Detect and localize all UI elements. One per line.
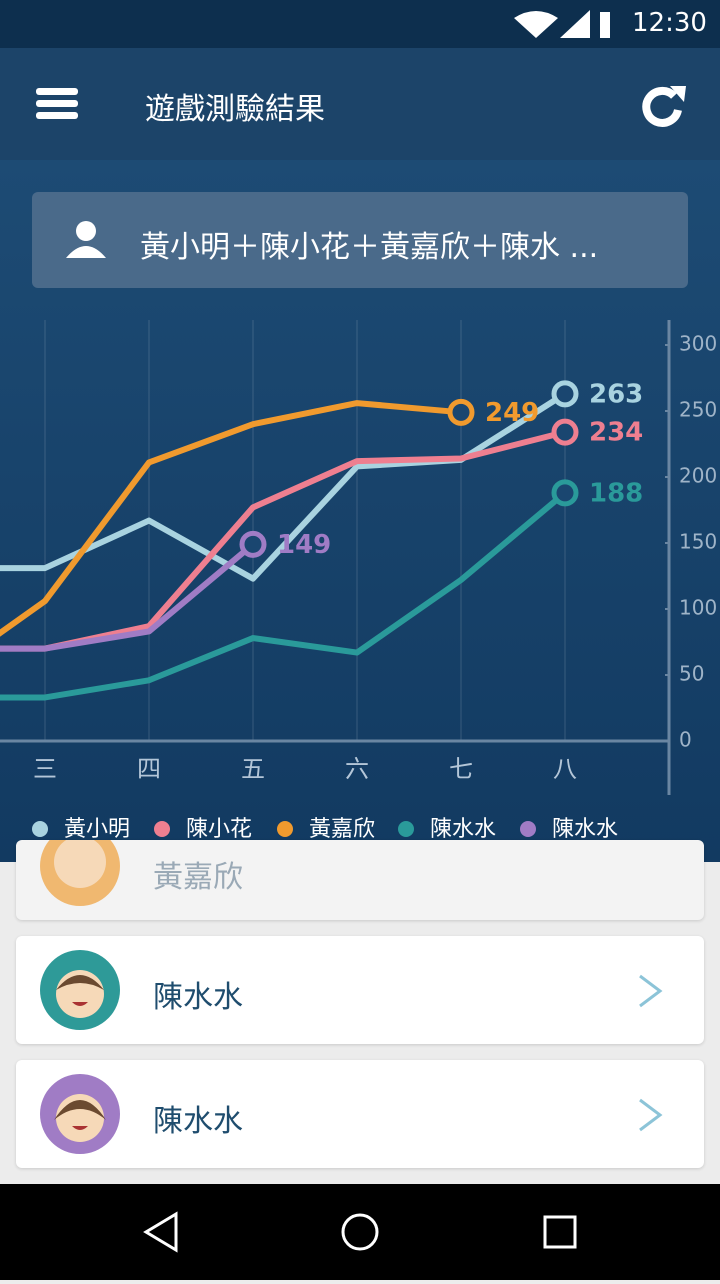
avatar <box>40 950 120 1030</box>
series-line <box>0 542 255 652</box>
player-selector[interactable]: 黃小明＋陳小花＋黃嘉欣＋陳水 ... <box>32 192 688 288</box>
avatar <box>40 840 120 906</box>
x-tick-label: 五 <box>241 755 265 783</box>
data-label: 249 <box>485 398 539 428</box>
legend-label: 陳水水 <box>552 817 618 842</box>
end-marker <box>239 530 267 558</box>
y-tick-label: 200 <box>679 464 717 488</box>
chart-panel: 黃小明＋陳小花＋黃嘉欣＋陳水 ... 三 四 五 六 七 八 0 50 100 150 200 250… <box>0 160 720 862</box>
data-label: 234 <box>589 418 643 448</box>
legend-dot <box>32 821 48 837</box>
end-marker <box>551 418 579 446</box>
clock: 12:30 <box>632 8 707 38</box>
data-label: 149 <box>277 530 331 560</box>
series-line <box>0 400 462 637</box>
end-marker <box>447 398 475 426</box>
status-icons <box>514 10 610 38</box>
menu-button[interactable] <box>36 86 78 122</box>
legend-label: 黃嘉欣 <box>309 817 375 842</box>
avatar <box>40 1074 120 1154</box>
y-tick-label: 100 <box>679 596 717 620</box>
list-item[interactable]: 陳水水 <box>16 1060 704 1168</box>
list-item[interactable]: 陳水水 <box>16 936 704 1044</box>
refresh-button[interactable] <box>640 82 688 128</box>
y-tick-label: 50 <box>679 662 704 686</box>
x-tick-label: 八 <box>553 755 577 783</box>
y-tick-label: 0 <box>679 728 692 752</box>
legend-label: 陳小花 <box>186 817 252 842</box>
end-marker <box>551 479 579 507</box>
data-label: 188 <box>589 478 643 508</box>
status-bar: 12:30 <box>0 0 720 48</box>
recents-button[interactable] <box>543 1215 577 1249</box>
home-button[interactable] <box>341 1213 379 1251</box>
chevron <box>639 1098 663 1132</box>
nav-bar <box>0 1184 720 1280</box>
chart: 三 四 五 六 七 八 0 50 100 150 200 250 300 263 234 249 188 149 黃… <box>0 320 717 842</box>
back-button[interactable] <box>143 1211 178 1253</box>
y-tick-label: 300 <box>679 332 717 356</box>
selector-text: 黃小明＋陳小花＋黃嘉欣＋陳水 ... <box>140 230 599 265</box>
nav-buttons <box>143 1211 577 1253</box>
y-tick-label: 150 <box>679 530 717 554</box>
x-tick-label: 六 <box>345 755 369 783</box>
end-marker <box>551 380 579 408</box>
player-name: 陳水水 <box>153 980 243 1015</box>
legend-dot <box>277 821 293 837</box>
x-tick-label: 四 <box>137 755 161 783</box>
app-bar: 遊戲測驗結果 <box>0 48 720 160</box>
series-line <box>0 490 567 701</box>
chevron <box>639 974 663 1008</box>
x-tick-label: 七 <box>449 755 473 783</box>
list-item[interactable]: 黃嘉欣 <box>16 840 704 920</box>
legend-label: 陳水水 <box>430 817 496 842</box>
legend-label: 黃小明 <box>64 817 130 842</box>
legend-dot <box>154 821 170 837</box>
x-tick-label: 三 <box>33 755 57 783</box>
legend-dot <box>520 821 536 837</box>
player-name: 陳水水 <box>153 1104 243 1139</box>
title: 遊戲測驗結果 <box>145 92 325 127</box>
player-name: 黃嘉欣 <box>153 860 243 895</box>
data-label: 263 <box>589 379 643 409</box>
y-tick-label: 250 <box>679 398 717 422</box>
legend-dot <box>398 821 414 837</box>
plot <box>0 391 567 701</box>
person-icon <box>66 221 106 258</box>
